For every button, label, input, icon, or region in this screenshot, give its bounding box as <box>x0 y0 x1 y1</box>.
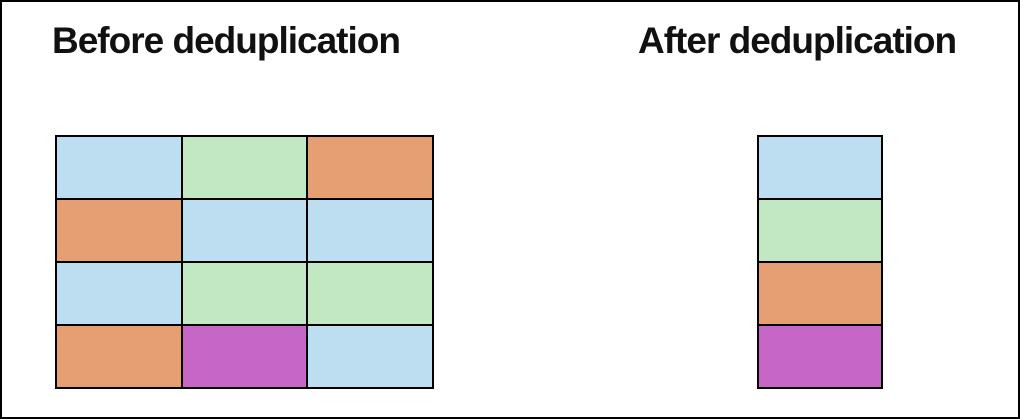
cell-green <box>307 262 433 325</box>
cell-orange <box>56 199 182 262</box>
before-title: Before deduplication <box>52 20 401 61</box>
cell-blue <box>307 199 433 262</box>
cell-purple <box>758 325 882 388</box>
cell-orange <box>307 136 433 199</box>
after-grid <box>757 135 883 389</box>
cell-blue <box>307 325 433 388</box>
cell-purple <box>181 325 308 388</box>
cell-orange <box>56 325 182 388</box>
cell-orange <box>758 262 882 325</box>
after-title: After deduplication <box>638 20 957 61</box>
cell-green <box>181 262 308 325</box>
cell-blue <box>181 199 308 262</box>
cell-blue <box>56 262 182 325</box>
cell-green <box>758 199 882 262</box>
cell-blue <box>56 136 182 199</box>
cell-green <box>181 136 308 199</box>
cell-blue <box>758 136 882 199</box>
before-grid <box>55 135 434 389</box>
